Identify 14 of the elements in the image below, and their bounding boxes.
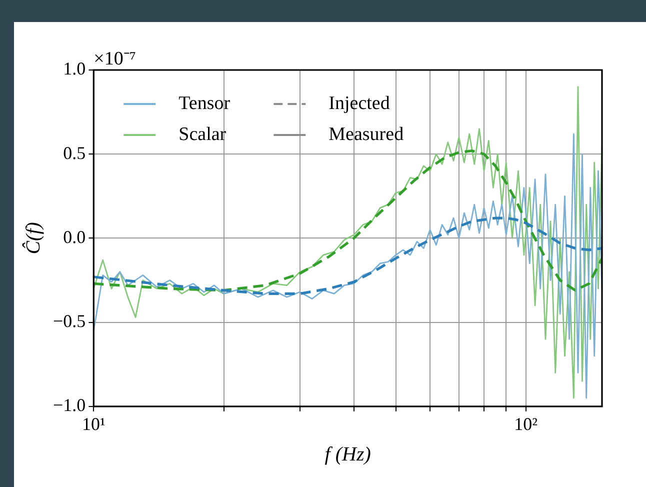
annotation: Injected bbox=[328, 92, 390, 114]
y-tick-label: −1.0 bbox=[52, 395, 86, 416]
y-tick-label: 0.5 bbox=[63, 142, 86, 163]
legend-label: Tensor bbox=[178, 92, 231, 114]
x-tick-label: 10² bbox=[514, 414, 538, 434]
x-tick-label: 10¹ bbox=[82, 414, 106, 434]
annotation: Measured bbox=[328, 124, 404, 145]
y-tick-label: 0.0 bbox=[63, 226, 86, 247]
y-tick-label: 1.0 bbox=[63, 58, 86, 79]
text: ×10⁻⁷ bbox=[94, 48, 136, 70]
legend-label: Scalar bbox=[178, 124, 227, 145]
y-axis-title: Ĉ(f) bbox=[21, 222, 44, 254]
y-tick-label: −0.5 bbox=[52, 311, 86, 332]
x-axis-title: f (Hz) bbox=[324, 443, 372, 466]
